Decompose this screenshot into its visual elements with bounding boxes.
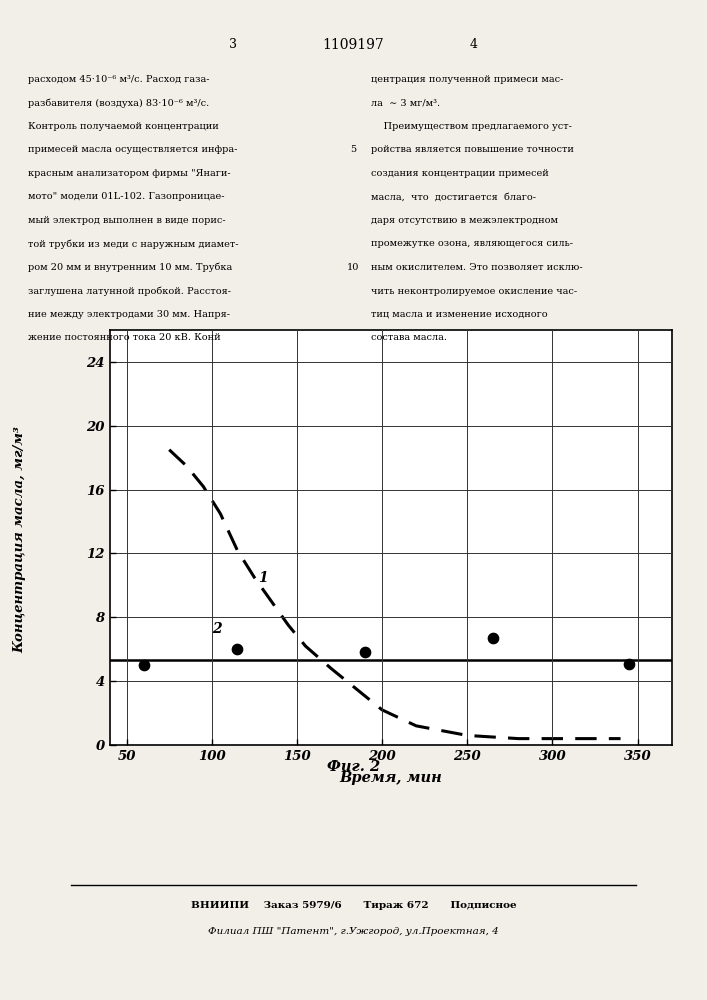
Text: жение постоянного тока 20 кВ. Конй: жение постоянного тока 20 кВ. Конй [28,333,221,342]
Text: красным анализатором фирмы "Янаги-: красным анализатором фирмы "Янаги- [28,169,231,178]
Text: 4: 4 [469,38,478,51]
Text: ройства является повышение точности: ройства является повышение точности [371,145,574,154]
Point [138,657,149,673]
X-axis label: Время, мин: Время, мин [339,771,442,785]
Text: 2: 2 [212,622,221,636]
Text: 1109197: 1109197 [322,38,385,52]
Text: 10: 10 [346,263,359,272]
Text: создания концентрации примесей: создания концентрации примесей [371,169,549,178]
Point [232,641,243,657]
Text: 1: 1 [258,571,267,585]
Text: 3: 3 [229,38,238,51]
Text: ла  ∼ 3 мг/м³.: ла ∼ 3 мг/м³. [371,98,440,107]
Text: ние между электродами 30 мм. Напря-: ние между электродами 30 мм. Напря- [28,310,230,319]
Text: мото" модели 01L-102. Газопроницае-: мото" модели 01L-102. Газопроницае- [28,192,225,201]
Text: тиц масла и изменение исходного: тиц масла и изменение исходного [371,310,548,319]
Text: ным окислителем. Это позволяет исклю-: ным окислителем. Это позволяет исклю- [371,263,583,272]
Text: заглушена латунной пробкой. Расстоя-: заглушена латунной пробкой. Расстоя- [28,286,231,296]
Text: даря отсутствию в межэлектродном: даря отсутствию в межэлектродном [371,216,558,225]
Point [487,630,498,646]
Text: мый электрод выполнен в виде порис-: мый электрод выполнен в виде порис- [28,216,226,225]
Text: разбавителя (воздуха) 83·10⁻⁶ м³/с.: разбавителя (воздуха) 83·10⁻⁶ м³/с. [28,98,209,108]
Point [624,656,635,672]
Text: ВНИИПИ    Заказ 5979/6      Тираж 672      Подписное: ВНИИПИ Заказ 5979/6 Тираж 672 Подписное [191,900,516,910]
Text: Преимуществом предлагаемого уст-: Преимуществом предлагаемого уст- [371,122,572,131]
Text: Контроль получаемой концентрации: Контроль получаемой концентрации [28,122,219,131]
Point [359,644,370,660]
Text: чить неконтролируемое окисление час-: чить неконтролируемое окисление час- [371,286,578,296]
Text: расходом 45·10⁻⁶ м³/с. Расход газа-: расходом 45·10⁻⁶ м³/с. Расход газа- [28,75,210,84]
Text: той трубки из меди с наружным диамет-: той трубки из меди с наружным диамет- [28,239,239,249]
Text: Фиг. 2: Фиг. 2 [327,760,380,774]
Text: центрация полученной примеси мас-: центрация полученной примеси мас- [371,75,563,84]
Text: ром 20 мм и внутренним 10 мм. Трубка: ром 20 мм и внутренним 10 мм. Трубка [28,263,233,272]
Text: промежутке озона, являющегося силь-: промежутке озона, являющегося силь- [371,239,573,248]
Text: состава масла.: состава масла. [371,333,447,342]
Text: масла,  что  достигается  благо-: масла, что достигается благо- [371,192,536,201]
Text: Филиал ПШ "Патент", г.Ужгород, ул.Проектная, 4: Филиал ПШ "Патент", г.Ужгород, ул.Проект… [208,928,499,936]
Text: Концентрация масла, мг/м³: Концентрация масла, мг/м³ [13,427,26,653]
Text: примесей масла осуществляется инфра-: примесей масла осуществляется инфра- [28,145,238,154]
Text: 5: 5 [350,145,356,154]
